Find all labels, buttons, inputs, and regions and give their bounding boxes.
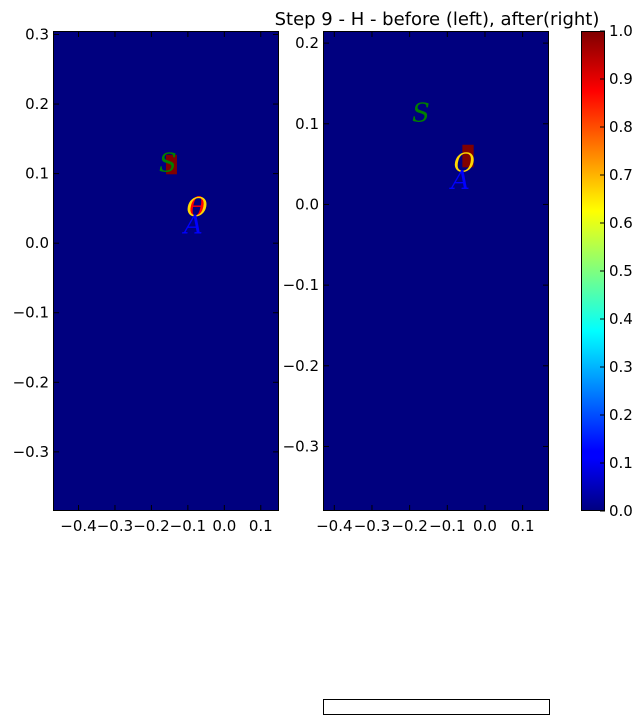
heatmap-cell	[166, 154, 177, 175]
colorbar-tick-label: 0.1	[609, 454, 633, 472]
right-panel: SOA−0.4 −0.3 −0.2 −0.1 0.0 0.1−0.3−0.2−0.10.0…	[283, 31, 549, 535]
x-tick-label: −0.3	[354, 517, 390, 535]
y-tick-label: −0.2	[283, 357, 319, 375]
y-tick-label: −0.3	[283, 437, 319, 455]
x-tick-label: −0.1	[429, 517, 465, 535]
x-tick-label: 0.0	[473, 517, 497, 535]
axes-frame	[53, 31, 279, 511]
colorbar-tick-label: 0.5	[609, 262, 633, 280]
colorbar-tick-label: 0.8	[609, 118, 633, 136]
x-tick-label: −0.2	[133, 517, 169, 535]
colorbar-tick-label: 0.2	[609, 406, 633, 424]
x-tick-label: 0.1	[249, 517, 273, 535]
point-label-S: S	[159, 149, 177, 179]
y-tick-label: 0.1	[295, 115, 319, 133]
figure-title: Step 9 - H - before (left), after(right)	[275, 9, 600, 30]
y-tick-label: 0.1	[25, 165, 49, 183]
y-tick-label: 0.0	[295, 195, 319, 213]
point-label-A: A	[182, 210, 203, 240]
point-label-O: O	[186, 193, 207, 223]
point-label-S: S	[412, 98, 430, 128]
colorbar-tick-label: 0.3	[609, 358, 633, 376]
heatmap-background	[323, 31, 549, 511]
colorbar-tick-label: 0.7	[609, 166, 633, 184]
x-tick-label: 0.1	[511, 517, 535, 535]
heatmap-background	[53, 31, 279, 511]
y-tick-label: 0.3	[25, 25, 49, 43]
y-tick-label: −0.2	[13, 373, 49, 391]
colorbar-tick-label: 1.0	[609, 22, 633, 40]
y-tick-label: −0.1	[13, 304, 49, 322]
empty-axes-box	[323, 699, 550, 715]
point-label-A: A	[449, 166, 470, 196]
y-tick-label: −0.1	[283, 276, 319, 294]
x-tick-label: −0.3	[97, 517, 133, 535]
x-tick-label: −0.4	[60, 517, 96, 535]
point-label-theta: θ	[189, 193, 205, 223]
point-label-O: O	[454, 148, 475, 178]
x-tick-label: −0.2	[391, 517, 427, 535]
colorbar-tick-label: 0.9	[609, 70, 633, 88]
axes-frame	[323, 31, 549, 511]
colorbar-tick-label: 0.4	[609, 310, 633, 328]
y-tick-label: 0.2	[25, 95, 49, 113]
colorbar: 0.0 0.1 0.2 0.3 0.4 0.5 0.6 0.7 0.8 0.9 1.0	[581, 22, 633, 520]
x-tick-label: −0.1	[170, 517, 206, 535]
colorbar-tick-label: 0.0	[609, 502, 633, 520]
y-tick-label: −0.3	[13, 443, 49, 461]
y-tick-label: 0.0	[25, 234, 49, 252]
y-tick-label: 0.2	[295, 34, 319, 52]
colorbar-tick-label: 0.6	[609, 214, 633, 232]
x-tick-label: 0.0	[212, 517, 236, 535]
x-tick-label: −0.4	[316, 517, 352, 535]
heatmap-cell	[462, 144, 474, 168]
